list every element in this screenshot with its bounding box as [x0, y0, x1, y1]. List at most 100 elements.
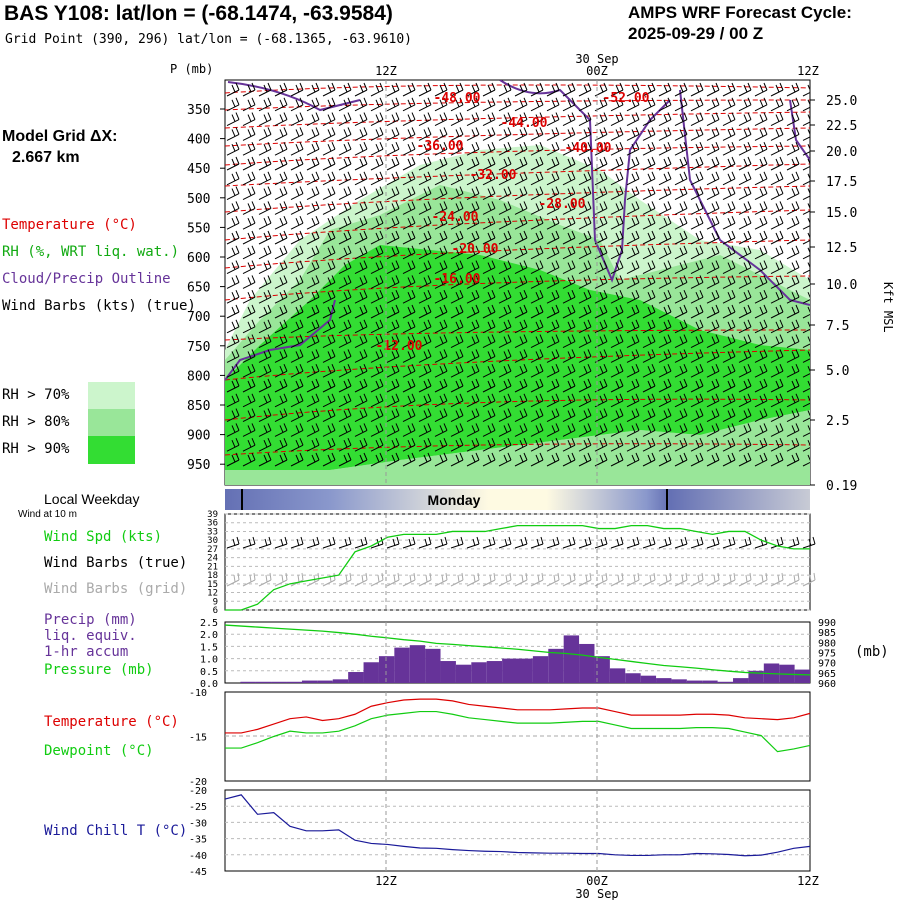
wind-barb-true	[786, 536, 800, 549]
wind-barb	[690, 127, 704, 141]
wind-barb	[578, 423, 592, 437]
wind-barb	[770, 112, 784, 127]
wind-barb	[754, 408, 768, 423]
pressure-tick-label: 975	[818, 649, 836, 660]
wind-barb	[642, 290, 656, 304]
wind-barb	[754, 423, 768, 437]
wind-barb	[674, 230, 688, 245]
wind-barb	[642, 408, 656, 423]
wind-barb	[578, 364, 592, 378]
wind-barb	[658, 408, 672, 423]
wind-barb	[498, 245, 512, 260]
wind-barb	[258, 245, 272, 260]
wind-barb	[482, 334, 496, 349]
temperature-contour-label: -16.00	[434, 272, 481, 287]
wind-barb	[530, 290, 544, 304]
wind-barb	[482, 438, 496, 452]
wind-barb	[498, 319, 512, 334]
wind-barb	[610, 408, 624, 423]
wind-barb	[466, 275, 480, 289]
wind-barb	[370, 378, 384, 393]
wind-barb	[466, 334, 480, 349]
wind-barb	[482, 127, 496, 141]
wind-barb	[434, 260, 448, 275]
wind-barb	[802, 366, 810, 378]
temperature-contour-label: -36.00	[417, 139, 464, 154]
wind-barb	[466, 260, 480, 275]
temperature-contour-line	[225, 111, 810, 129]
wind-barb	[626, 364, 640, 378]
wind-tick-label: 36	[207, 519, 218, 529]
wind-barb	[786, 452, 800, 467]
wind-barb-true	[434, 536, 448, 549]
bottom-date-label: 30 Sep	[575, 887, 618, 900]
wind-barb	[450, 171, 464, 186]
wind-barb	[722, 378, 736, 393]
wind-barb-true	[530, 536, 544, 549]
top-time-label-12z-b: 12Z	[797, 64, 819, 78]
wind-barb	[578, 349, 592, 363]
wind-barb	[530, 156, 544, 171]
wind-barb	[514, 260, 528, 275]
wind-barb	[322, 216, 336, 230]
pressure-tick-label: 500	[187, 192, 210, 207]
wind-barb	[498, 290, 512, 304]
wind-barb	[322, 127, 336, 141]
wind-speed-series	[225, 524, 810, 611]
wind-barb	[786, 349, 800, 363]
wind-barb	[530, 408, 544, 423]
wind-barb	[434, 216, 448, 230]
wind-barb	[258, 275, 272, 289]
wind-barb	[226, 349, 240, 363]
wind-barb	[338, 408, 352, 423]
wind-barb	[562, 201, 576, 215]
wind-barb	[434, 171, 448, 186]
wind-barb	[754, 82, 768, 97]
wind-barb	[690, 260, 704, 275]
wind-barb	[338, 112, 352, 127]
wind-barb	[578, 82, 592, 97]
wind-barb	[562, 364, 576, 378]
wind-barb	[530, 127, 544, 141]
wind-barb	[242, 156, 256, 171]
wind-barb	[354, 97, 368, 112]
wind-barb	[514, 408, 528, 423]
top-time-label-12z-a: 12Z	[375, 64, 397, 78]
wind-barb	[770, 216, 784, 230]
wind-barb	[610, 156, 624, 171]
precip-bar	[240, 681, 256, 683]
wind-barb	[466, 230, 480, 245]
wind-barb	[450, 364, 464, 378]
wind-barb	[498, 349, 512, 363]
wind-barb	[338, 290, 352, 304]
wind-barb	[642, 393, 656, 408]
wind-barb	[306, 186, 320, 201]
temperature-contour-line	[225, 349, 810, 381]
wind-barb	[434, 438, 448, 452]
wind-barb	[578, 260, 592, 275]
precip-bar	[455, 664, 472, 683]
wind-barb	[690, 334, 704, 349]
wind-barb	[562, 349, 576, 363]
top-time-label-00z: 00Z	[586, 64, 608, 78]
precip-tick-label: 0.0	[200, 679, 218, 690]
wind-barb	[418, 364, 432, 378]
wind-barb	[370, 290, 384, 304]
wind-barb	[418, 245, 432, 260]
wind-barb	[786, 408, 800, 423]
wind-barb	[354, 171, 368, 186]
pressure-tick-label: 990	[818, 618, 836, 629]
wind-barb-grid	[402, 572, 416, 587]
legend-wind-chill: Wind Chill T (°C)	[44, 823, 188, 839]
wind-barb	[674, 112, 688, 127]
wind-barb	[450, 112, 464, 127]
wind-barb	[562, 82, 576, 97]
wind-barb	[258, 304, 272, 319]
wind-barb	[578, 275, 592, 289]
wind-barb	[482, 423, 496, 437]
wind-chill-tick-label: -30	[189, 818, 207, 829]
wind-barb	[610, 186, 624, 201]
wind-barb	[626, 171, 640, 186]
wind-barb	[626, 112, 640, 127]
wind-barb	[530, 245, 544, 260]
